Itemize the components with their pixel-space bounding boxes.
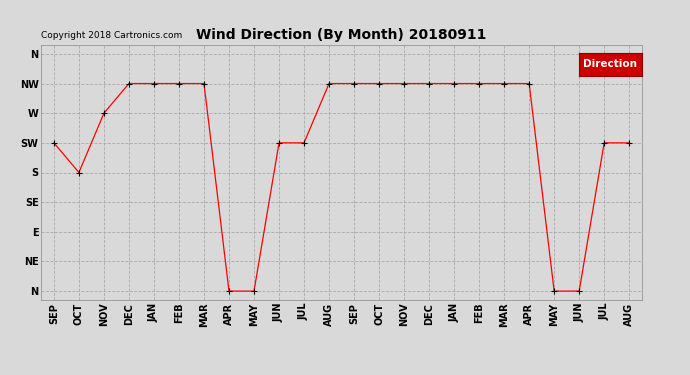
Text: Copyright 2018 Cartronics.com: Copyright 2018 Cartronics.com [41,31,183,40]
Title: Wind Direction (By Month) 20180911: Wind Direction (By Month) 20180911 [197,28,486,42]
